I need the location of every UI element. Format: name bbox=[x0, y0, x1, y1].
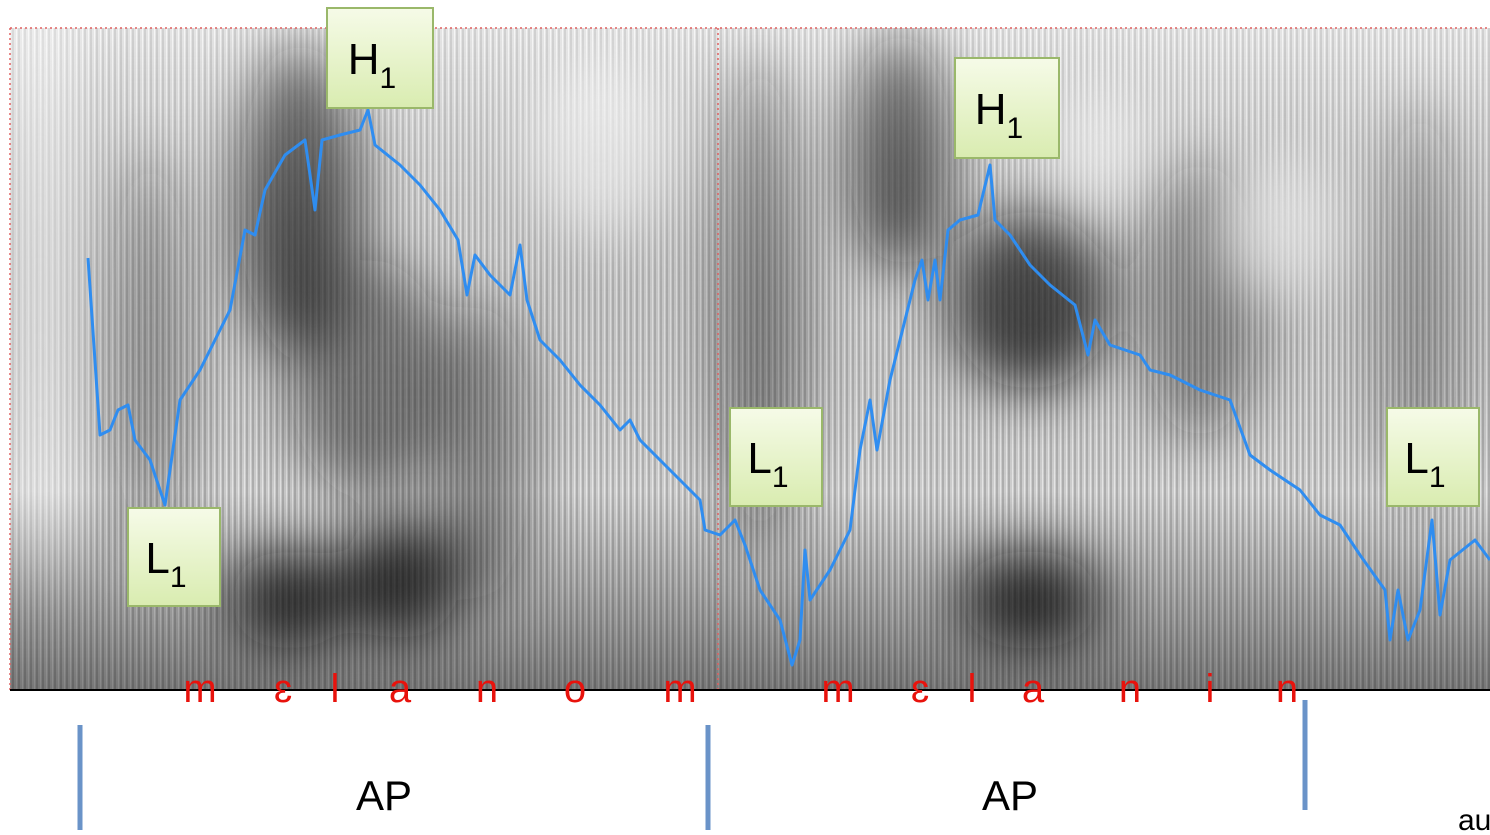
phoneme: a bbox=[389, 667, 412, 711]
phoneme: m bbox=[821, 667, 854, 711]
phoneme: m bbox=[663, 667, 696, 711]
tone-index: 1 bbox=[1429, 461, 1446, 494]
tone-label: L1 bbox=[145, 534, 186, 594]
phoneme: n bbox=[1276, 667, 1298, 711]
tone-index: 1 bbox=[772, 461, 789, 494]
spectrogram bbox=[10, 28, 1490, 690]
corner-text: au bbox=[1458, 804, 1490, 835]
tone-index: 1 bbox=[170, 561, 187, 594]
tone-box bbox=[729, 407, 823, 507]
phrase-boundaries bbox=[77, 700, 1308, 830]
phoneme: a bbox=[1022, 667, 1045, 711]
tone-letter: L bbox=[747, 434, 771, 483]
tone-letter: H bbox=[348, 35, 380, 84]
tone-box bbox=[954, 57, 1060, 159]
tone-box bbox=[326, 7, 434, 109]
tone-label: L1 bbox=[1404, 434, 1445, 494]
phoneme: ɛ bbox=[911, 667, 929, 711]
phoneme: ɛ bbox=[274, 667, 292, 711]
phoneme: o bbox=[564, 667, 586, 711]
tone-index: 1 bbox=[380, 62, 397, 95]
segment-boundary bbox=[9, 27, 1490, 690]
phoneme: i bbox=[1206, 667, 1215, 711]
phoneme: m bbox=[183, 667, 216, 711]
tone-letter: L bbox=[145, 534, 169, 583]
phoneme: l bbox=[968, 667, 977, 711]
pitch-contour bbox=[86, 108, 1490, 667]
phrase-label: AP bbox=[982, 772, 1038, 819]
phrase-label: AP bbox=[356, 772, 412, 819]
tone-label: H1 bbox=[975, 85, 1023, 145]
tone-label: H1 bbox=[348, 35, 396, 95]
tone-label: L1 bbox=[747, 434, 788, 494]
tone-letter: H bbox=[975, 85, 1007, 134]
tone-letter: L bbox=[1404, 434, 1428, 483]
phoneme: l bbox=[331, 667, 340, 711]
tone-index: 1 bbox=[1007, 112, 1024, 145]
tone-box bbox=[1386, 407, 1480, 507]
phoneme: n bbox=[1119, 667, 1141, 711]
tone-box bbox=[127, 507, 221, 607]
phoneme: n bbox=[476, 667, 498, 711]
